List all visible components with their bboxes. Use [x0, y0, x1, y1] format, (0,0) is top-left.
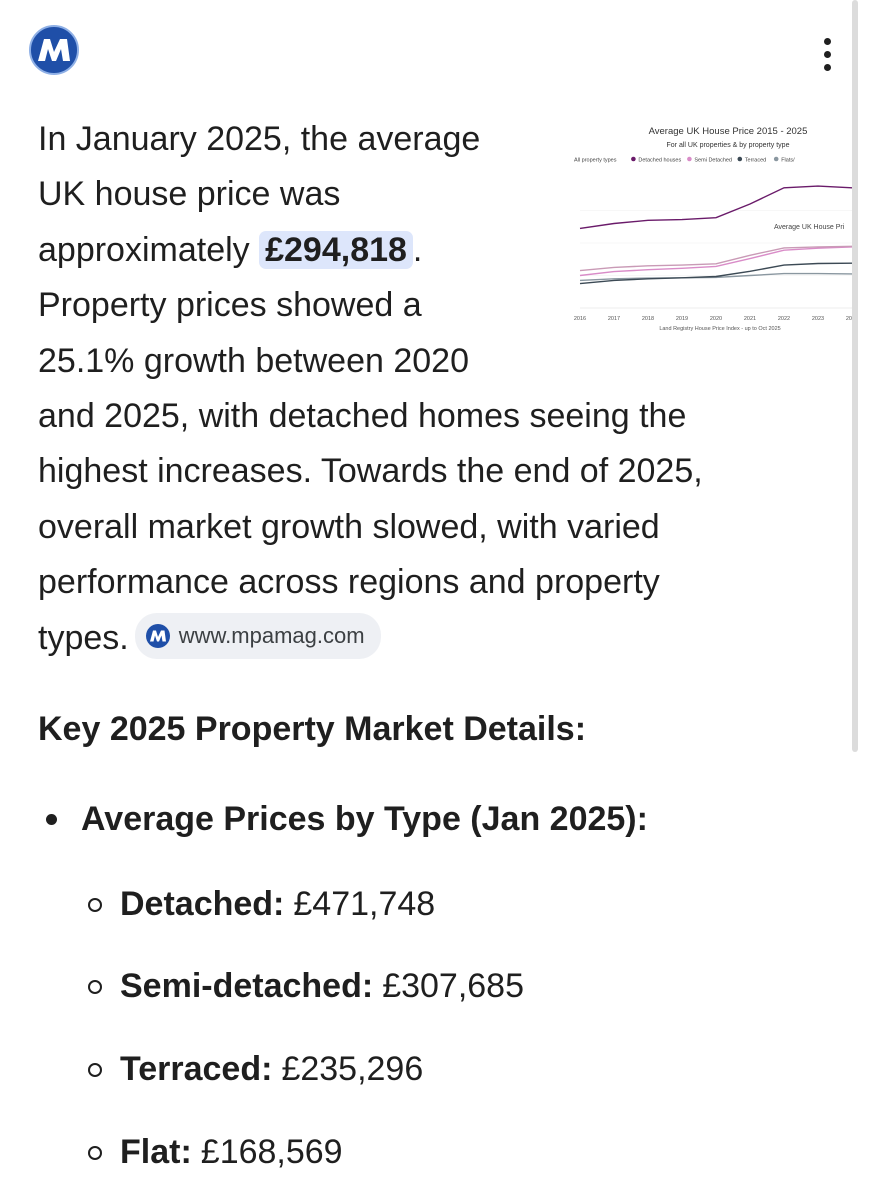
source-label: www.mpamag.com: [178, 622, 365, 648]
bullet-icon: [46, 814, 57, 825]
x-tick-label: 2022: [778, 316, 790, 322]
list-item: Average Prices by Type (Jan 2025):: [38, 800, 648, 839]
legend-item: Detached houses: [638, 158, 681, 164]
summary-line: overall market growth slowed, with varie…: [38, 507, 660, 546]
mpamag-logo-icon[interactable]: [28, 24, 80, 76]
price-value: £471,748: [293, 885, 436, 923]
summary-text: approximately: [38, 230, 250, 269]
price-item-flat: Flat: £168,569: [88, 1133, 343, 1172]
price-label: Semi-detached:: [120, 967, 374, 1005]
legend-marker: [631, 156, 636, 162]
circle-bullet-icon: [88, 979, 102, 994]
x-tick-label: 2023: [812, 316, 824, 322]
legend-marker: [737, 156, 743, 162]
series-line: [579, 262, 852, 285]
summary-paragraph: In January 2025, the average UK house pr…: [38, 112, 838, 666]
bullet-title: Average Prices by Type (Jan 2025):: [81, 800, 648, 838]
price-value: £168,569: [200, 1133, 343, 1171]
x-tick-label: 2019: [676, 316, 688, 322]
chart-footer: Land Registry House Price Index - up to …: [659, 326, 780, 332]
highlighted-price[interactable]: £294,818: [259, 230, 413, 269]
x-tick-label: 2016: [574, 316, 586, 322]
x-tick-label: 2018: [642, 316, 654, 322]
chart-thumbnail[interactable]: Average UK House Price 2015 - 2025 For a…: [568, 118, 852, 346]
legend-item: Semi Detached: [694, 158, 732, 164]
legend-item: Terraced: [745, 158, 766, 164]
price-value: £235,296: [281, 1050, 424, 1088]
chart-title: Average UK House Price 2015 - 2025: [649, 126, 808, 137]
summary-text: .: [412, 230, 423, 269]
source-chip[interactable]: www.mpamag.com: [134, 612, 381, 659]
series-line: [579, 185, 852, 230]
price-item-detached: Detached: £471,748: [88, 885, 435, 924]
x-tick-label: 2017: [608, 316, 620, 322]
series-line: [579, 246, 852, 277]
x-tick-label: 2024: [846, 316, 852, 322]
chart-annotation: Average UK House Pri: [774, 224, 845, 231]
series-line: [579, 272, 852, 282]
price-item-terraced: Terraced: £235,296: [88, 1050, 423, 1089]
summary-line: and 2025, with detached homes seeing the: [38, 397, 687, 436]
section-heading: Key 2025 Property Market Details:: [38, 710, 587, 748]
x-tick-label: 2020: [710, 316, 722, 322]
price-item-semi-detached: Semi-detached: £307,685: [88, 967, 524, 1006]
price-value: £307,685: [382, 967, 524, 1005]
price-label: Detached:: [120, 885, 285, 923]
scrollbar[interactable]: [852, 0, 858, 752]
price-label: Flat:: [120, 1133, 192, 1171]
summary-line: Property prices showed a: [38, 286, 422, 325]
summary-line: types. www.mpamag.com: [38, 611, 838, 666]
x-tick-label: 2021: [744, 316, 756, 322]
circle-bullet-icon: [88, 1145, 102, 1160]
legend-marker: [773, 156, 779, 162]
summary-line: UK house price was: [38, 175, 341, 214]
more-vert-icon[interactable]: [810, 34, 844, 74]
chart-subtitle: For all UK properties & by property type: [667, 142, 790, 149]
summary-line: 25.1% growth between 2020: [38, 341, 469, 380]
circle-bullet-icon: [88, 897, 102, 912]
summary-line: highest increases. Towards the end of 20…: [38, 452, 703, 491]
summary-text: types.: [38, 618, 129, 657]
legend-item: Flats/: [781, 158, 795, 164]
summary-line: In January 2025, the average: [38, 120, 481, 158]
series-line: [579, 245, 852, 272]
mpamag-logo-icon: [145, 623, 170, 648]
summary-line: performance across regions and property: [38, 563, 660, 602]
legend-item: All property types: [574, 158, 617, 164]
price-label: Terraced:: [120, 1050, 273, 1088]
legend-marker: [687, 156, 692, 162]
circle-bullet-icon: [88, 1062, 102, 1077]
summary-line: approximately £294,818.: [38, 223, 838, 278]
